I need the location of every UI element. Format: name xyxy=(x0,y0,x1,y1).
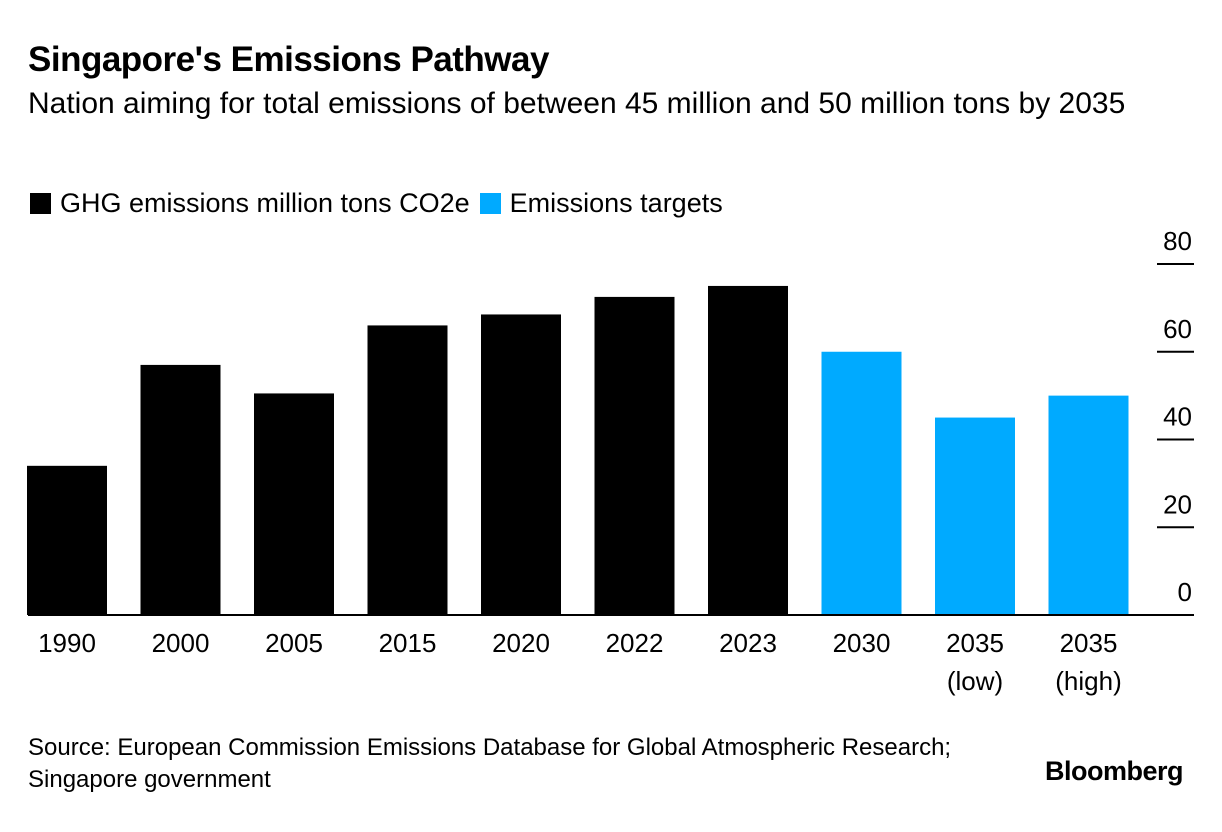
chart-legend: GHG emissions million tons CO2e Emission… xyxy=(30,186,733,220)
chart-title: Singapore's Emissions Pathway xyxy=(28,40,549,79)
y-tick-label-40: 40 xyxy=(1163,402,1192,432)
bloomberg-logo: Bloomberg xyxy=(1045,756,1184,786)
legend-label-targets: Emissions targets xyxy=(509,187,723,218)
y-tick-label-0: 0 xyxy=(1178,577,1192,607)
x-tick-label-9: 2035 (high) xyxy=(1055,628,1121,696)
source-note: Source: European Commission Emissions Da… xyxy=(28,734,952,793)
x-tick-label-4: 2020 xyxy=(492,628,550,658)
bar-ghg-0 xyxy=(27,465,107,615)
bar-ghg-5 xyxy=(594,296,675,615)
x-tick-label-7: 2030 xyxy=(833,628,891,658)
x-tick-label-6: 2023 xyxy=(719,628,777,658)
chart-subtitle: Nation aiming for total emissions of bet… xyxy=(28,87,1126,120)
x-tick-label-0: 1990 xyxy=(38,628,96,658)
y-axis: 0 20 40 60 80 xyxy=(28,226,1194,616)
legend-label-ghg: GHG emissions million tons CO2e xyxy=(60,187,470,218)
legend-swatch-ghg xyxy=(30,192,51,214)
y-tick-label-20: 20 xyxy=(1163,489,1192,519)
bar-target-9 xyxy=(1048,395,1129,615)
bar-ghg-6 xyxy=(708,285,788,615)
legend-swatch-targets xyxy=(479,192,501,214)
legend-item-ghg: GHG emissions million tons CO2e xyxy=(30,188,470,219)
y-tick-label-80: 80 xyxy=(1163,226,1192,256)
legend-item-targets: Emissions targets xyxy=(479,187,723,219)
bar-ghg-3 xyxy=(367,325,448,615)
x-tick-label-3: 2015 xyxy=(379,628,437,658)
x-axis: 1990 2000 2005 2015 2020 2022 2023 2030 2035 (low… xyxy=(38,628,1122,696)
bar-target-8 xyxy=(935,417,1015,615)
bar-ghg-2 xyxy=(254,393,334,615)
y-tick-label-60: 60 xyxy=(1163,314,1192,344)
bars-group xyxy=(27,285,1129,615)
x-tick-label-2: 2005 xyxy=(265,628,323,658)
bar-chart: 0 20 40 60 80 1990 2000 2005 2015 2020 2022 2023 20… xyxy=(27,226,1194,696)
bar-target-7 xyxy=(821,351,902,615)
x-tick-label-8: 2035 (low) xyxy=(946,628,1004,696)
x-tick-label-1: 2000 xyxy=(152,628,210,658)
bar-ghg-4 xyxy=(481,314,561,615)
bar-ghg-1 xyxy=(140,364,221,615)
x-tick-label-5: 2022 xyxy=(606,628,664,658)
